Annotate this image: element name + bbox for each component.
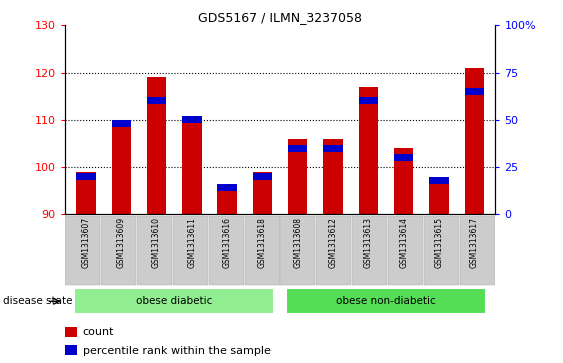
Bar (65, 346, 77, 355)
Bar (394, 154, 413, 161)
FancyBboxPatch shape (173, 216, 208, 285)
Text: count: count (83, 327, 114, 337)
Bar (111, 120, 131, 214)
FancyBboxPatch shape (388, 216, 423, 285)
FancyBboxPatch shape (352, 216, 387, 285)
Bar (182, 120, 202, 214)
Title: GDS5167 / ILMN_3237058: GDS5167 / ILMN_3237058 (198, 11, 362, 24)
Bar (288, 139, 307, 214)
Text: disease state: disease state (3, 296, 72, 306)
Text: obese diabetic: obese diabetic (136, 296, 212, 306)
FancyBboxPatch shape (137, 216, 172, 285)
FancyBboxPatch shape (280, 216, 315, 285)
FancyBboxPatch shape (209, 216, 244, 285)
FancyBboxPatch shape (424, 216, 459, 285)
Bar (323, 139, 343, 214)
Text: GSM1313618: GSM1313618 (258, 217, 267, 268)
Bar (217, 184, 237, 191)
FancyBboxPatch shape (101, 216, 136, 285)
Text: GSM1313611: GSM1313611 (187, 217, 196, 268)
Bar (288, 144, 307, 152)
Text: GSM1313612: GSM1313612 (329, 217, 338, 268)
FancyBboxPatch shape (316, 216, 351, 285)
Text: GSM1313607: GSM1313607 (82, 217, 91, 268)
Bar (76, 173, 96, 180)
Text: GSM1313616: GSM1313616 (222, 217, 231, 268)
Bar (429, 177, 449, 184)
Bar (464, 68, 484, 214)
Bar (182, 116, 202, 123)
FancyBboxPatch shape (65, 216, 100, 285)
Text: GSM1313613: GSM1313613 (364, 217, 373, 268)
Bar (359, 87, 378, 214)
Bar (253, 172, 272, 214)
Bar (147, 97, 166, 105)
Bar (65, 327, 77, 338)
FancyBboxPatch shape (460, 216, 495, 285)
Bar (74, 288, 274, 314)
FancyBboxPatch shape (244, 216, 280, 285)
Bar (253, 173, 272, 180)
Bar (147, 77, 166, 214)
Text: GSM1313610: GSM1313610 (152, 217, 161, 268)
Bar (111, 120, 131, 127)
Text: GSM1313608: GSM1313608 (293, 217, 302, 268)
Bar (286, 288, 486, 314)
Bar (323, 144, 343, 152)
Text: GSM1313615: GSM1313615 (435, 217, 444, 268)
Text: GSM1313609: GSM1313609 (117, 217, 126, 268)
Bar (217, 186, 237, 214)
Bar (464, 88, 484, 95)
Text: obese non-diabetic: obese non-diabetic (336, 296, 436, 306)
Bar (429, 181, 449, 214)
Text: percentile rank within the sample: percentile rank within the sample (83, 346, 271, 356)
Bar (394, 148, 413, 214)
Text: GSM1313617: GSM1313617 (470, 217, 479, 268)
Bar (76, 172, 96, 214)
Bar (359, 97, 378, 105)
Text: GSM1313614: GSM1313614 (399, 217, 408, 268)
